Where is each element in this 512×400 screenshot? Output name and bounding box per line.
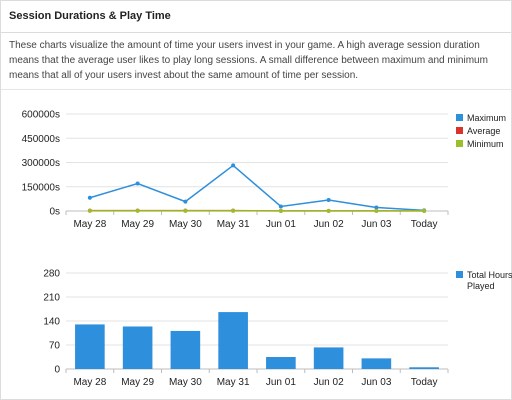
data-point-maximum [135, 181, 140, 186]
y-tick-label: 150000s [22, 182, 60, 193]
y-tick-label: 280 [43, 269, 60, 280]
x-tick-label: Jun 03 [361, 219, 391, 230]
data-point-minimum [183, 208, 188, 213]
legend-swatch [456, 140, 463, 147]
data-point-minimum [135, 208, 140, 213]
data-point-minimum [87, 208, 92, 213]
session-duration-line-chart: 0s 150000s 300000s 450000s 600000s May 28 May … [22, 110, 506, 231]
data-point-minimum [326, 208, 331, 213]
bar [170, 330, 201, 369]
x-tick-label: May 28 [73, 219, 106, 230]
x-tick-label: May 29 [121, 219, 154, 230]
x-tick-label: Jun 02 [314, 219, 344, 230]
bar [313, 347, 344, 369]
data-point-minimum [374, 208, 379, 213]
legend-swatch [456, 271, 463, 278]
bar [218, 312, 248, 369]
x-tick-label: May 29 [121, 377, 154, 388]
x-tick-label: Jun 01 [266, 219, 296, 230]
data-point-minimum [278, 208, 283, 213]
data-point-maximum [231, 163, 236, 168]
data-point-maximum [326, 198, 331, 203]
x-tick-label: Jun 03 [361, 377, 391, 388]
legend-label: Maximum [467, 113, 506, 123]
data-point-maximum [278, 204, 283, 209]
x-tick-label: May 30 [169, 219, 202, 230]
y-tick-label: 140 [43, 317, 60, 328]
y-tick-label: 0 [54, 365, 60, 376]
bar [75, 324, 105, 369]
legend-swatch [456, 127, 463, 134]
series-line-maximum [89, 164, 425, 212]
bar [361, 358, 392, 369]
data-point-minimum [422, 208, 427, 213]
y-tick-label: 300000s [22, 158, 60, 169]
y-tick-label: 600000s [22, 110, 60, 121]
y-tick-label: 0s [49, 207, 60, 218]
x-tick-label: May 31 [217, 219, 250, 230]
y-tick-label: 70 [49, 341, 61, 352]
y-tick-label: 210 [43, 293, 60, 304]
y-tick-label: 450000s [22, 134, 60, 145]
x-tick-label: May 28 [73, 377, 106, 388]
data-point-maximum [87, 195, 92, 200]
data-point-minimum [231, 208, 236, 213]
x-tick-label: May 30 [169, 377, 202, 388]
bar [122, 326, 153, 369]
panel-title: Session Durations & Play Time [1, 1, 511, 33]
x-tick-label: May 31 [217, 377, 250, 388]
x-tick-label: Today [411, 219, 438, 230]
data-point-maximum [183, 199, 188, 204]
bar [409, 367, 439, 369]
legend-label: Total Hours Played [467, 270, 512, 291]
data-point-maximum [374, 205, 379, 210]
bar [266, 357, 296, 369]
x-tick-label: Jun 01 [266, 377, 296, 388]
legend-swatch [456, 114, 463, 121]
x-tick-label: Today [411, 377, 438, 388]
legend-label: Minimum [467, 139, 504, 149]
x-tick-label: Jun 02 [314, 377, 344, 388]
total-hours-bar-chart: 0 70 140 210 280 May 28 May 29 May 30 May 31 Jun … [43, 269, 512, 389]
panel-description: These charts visualize the amount of tim… [1, 33, 511, 90]
legend-label: Average [467, 126, 500, 136]
